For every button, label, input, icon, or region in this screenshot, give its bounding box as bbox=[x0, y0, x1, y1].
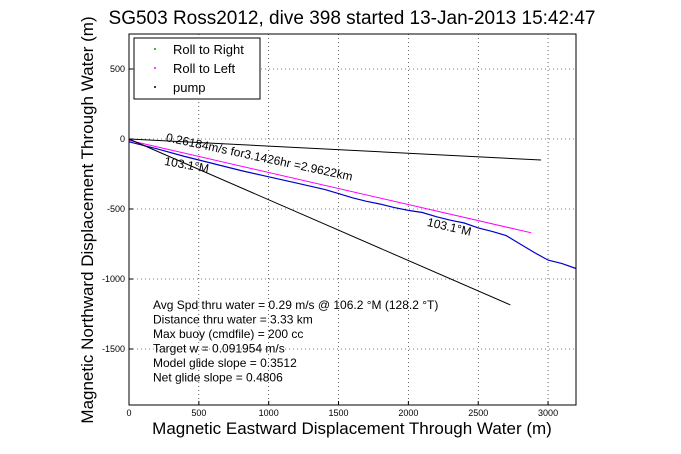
stat-line: Target w = 0.091954 m/s bbox=[153, 342, 285, 356]
x-tick-label: 1000 bbox=[259, 408, 279, 418]
series-line-ref-line-1 bbox=[128, 138, 542, 161]
legend-marker-pump bbox=[154, 86, 156, 88]
legend-marker-roll-right bbox=[154, 48, 156, 50]
axes-frame bbox=[128, 33, 577, 406]
x-tick-label: 500 bbox=[191, 408, 206, 418]
x-tick-label: 2000 bbox=[398, 408, 418, 418]
x-axis-label: Magnetic Eastward Displacement Through W… bbox=[152, 419, 552, 438]
y-tick-label: -500 bbox=[107, 204, 125, 214]
stat-line: Distance thru water = 3.33 km bbox=[153, 313, 313, 327]
legend: Roll to Right Roll to Left pump bbox=[133, 37, 261, 100]
y-axis-label: Magnetic Northward Displacement Through … bbox=[78, 16, 97, 423]
y-tick-label: 500 bbox=[110, 64, 125, 74]
grid-lines bbox=[129, 34, 576, 405]
y-tick-label: -1500 bbox=[102, 344, 125, 354]
stat-line: Avg Spd thru water = 0.29 m/s @ 106.2 °M… bbox=[153, 298, 438, 312]
chart-title: SG503 Ross2012, dive 398 started 13-Jan-… bbox=[109, 8, 596, 29]
stats-block: Avg Spd thru water = 0.29 m/s @ 106.2 °M… bbox=[153, 298, 438, 385]
legend-label-roll-right: Roll to Right bbox=[173, 42, 244, 57]
x-tick-label: 3000 bbox=[538, 408, 558, 418]
series-line-track bbox=[128, 141, 577, 270]
series-line-magenta-fit bbox=[128, 139, 532, 234]
series-line-ref-line-2 bbox=[128, 138, 511, 306]
legend-label-roll-left: Roll to Left bbox=[173, 61, 236, 76]
y-tick-label: -1000 bbox=[102, 274, 125, 284]
x-tick-label: 0 bbox=[126, 408, 131, 418]
stat-line: Max buoy (cmdfile) = 200 cc bbox=[153, 327, 303, 341]
x-tick-label: 1500 bbox=[329, 408, 349, 418]
stat-line: Model glide slope = 0.3512 bbox=[153, 356, 297, 370]
y-tick-label: 0 bbox=[120, 134, 125, 144]
x-tick-label: 2500 bbox=[468, 408, 488, 418]
legend-label-pump: pump bbox=[173, 80, 206, 95]
stat-line: Net glide slope = 0.4806 bbox=[153, 371, 283, 385]
axis-ticks: 0 500 1000 1500 2000 2500 3000 500 0 -500 -1000 -15… bbox=[102, 64, 558, 418]
data-series bbox=[128, 138, 577, 306]
legend-marker-roll-left bbox=[154, 67, 156, 69]
